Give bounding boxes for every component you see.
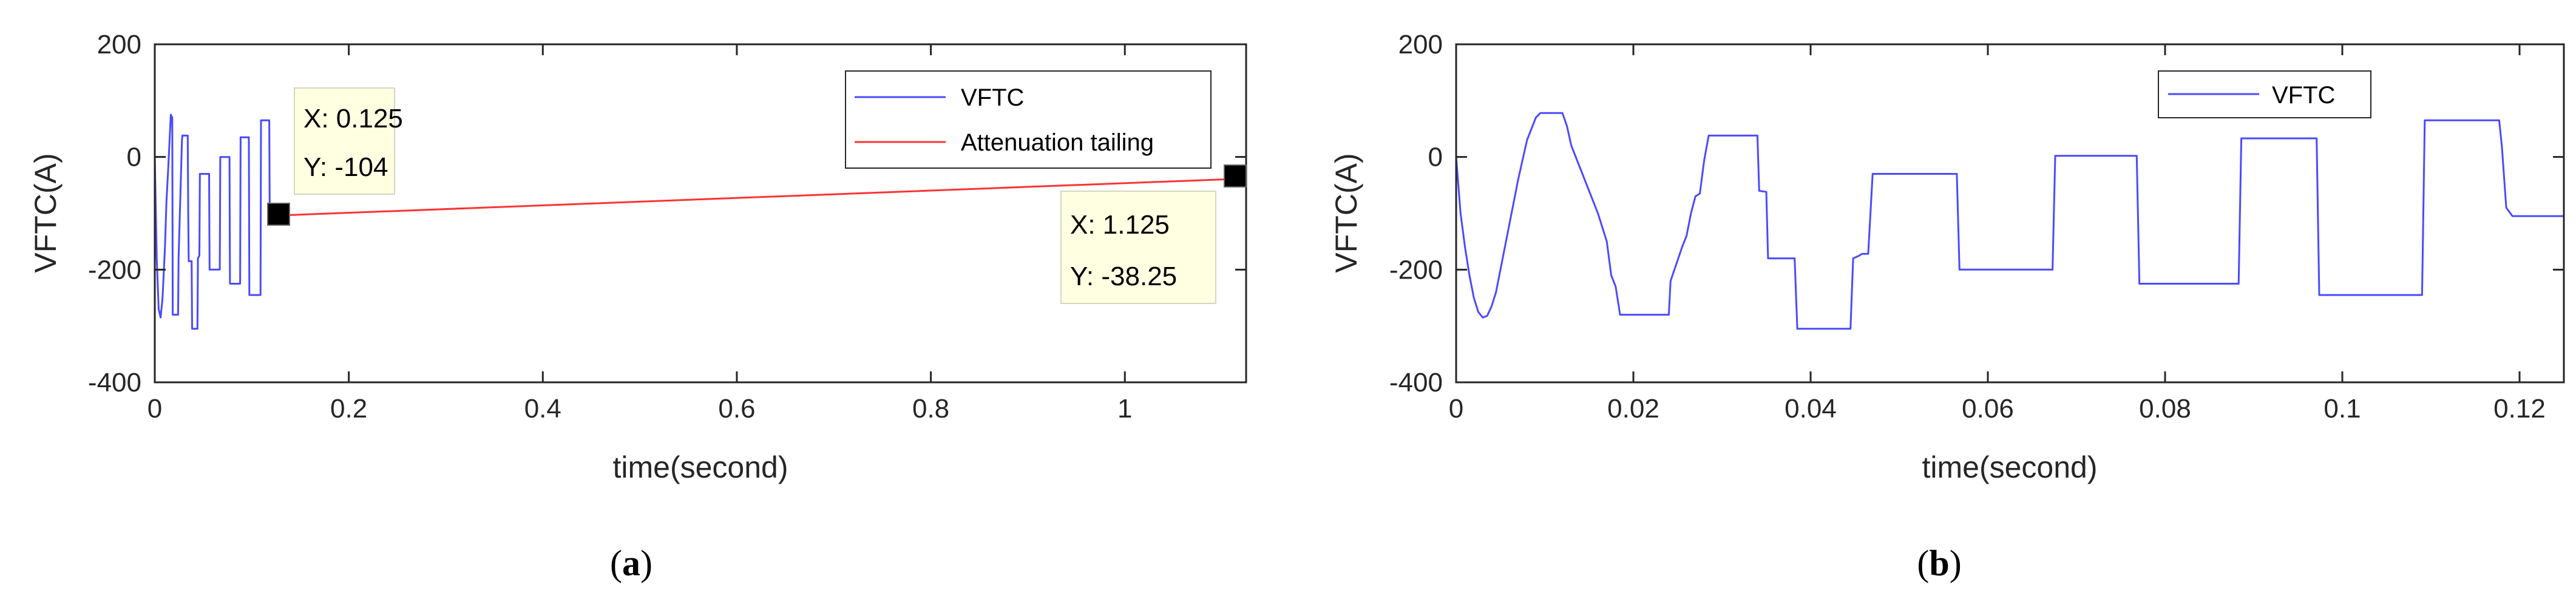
x-axis-label: time(second) (1922, 450, 2098, 484)
x-tick-label: 0 (1449, 394, 1463, 424)
series-line-vftc (154, 113, 276, 330)
plot-frame (154, 43, 1247, 384)
panel-label-letter: b (1929, 543, 1949, 583)
x-tick-label: 0.04 (1785, 394, 1837, 424)
axis-ticks: 0 0.2 0.4 0.6 0.8 1 200 0 -200 -400 (88, 30, 1246, 424)
plot-frame (1455, 43, 2565, 384)
x-tick-label: 0.4 (524, 394, 561, 424)
panel-label-close: ) (640, 543, 652, 583)
datatip-1: X: 0.125 Y: -104 (267, 87, 403, 226)
datatip-2: X: 1.125 Y: -38.25 (1060, 164, 1247, 304)
panel-label-a: (a) (610, 543, 652, 583)
y-tick-label: 200 (1398, 30, 1443, 59)
panel-label-close: ) (1950, 543, 1962, 583)
legend-box (845, 70, 1212, 169)
x-tick-label: 0.6 (718, 394, 755, 424)
x-tick-label: 0.2 (330, 394, 367, 424)
panel-label-open: ( (1917, 543, 1929, 583)
y-tick-label: -400 (1389, 368, 1443, 397)
datatip-x-text: X: 0.125 (303, 104, 403, 134)
datatip-box (294, 87, 395, 195)
panel-label-b: (b) (1917, 543, 1961, 583)
y-axis-label: VFTC(A) (1329, 153, 1363, 272)
x-axis-label: time(second) (613, 450, 788, 484)
axis-ticks: 0 0.02 0.04 0.06 0.08 0.1 0.12 200 0 -200 -400 (1389, 30, 2564, 424)
y-axis-label: VFTC(A) (29, 153, 63, 272)
y-tick-label: 0 (127, 143, 141, 172)
x-tick-label: 0.06 (1962, 394, 2014, 424)
y-tick-label: 200 (97, 30, 141, 59)
x-tick-label: 0.1 (2323, 394, 2361, 424)
series-layer (1455, 112, 2564, 330)
legend: VFTC Attenuation tailing (845, 70, 1212, 169)
datatips: X: 0.125 Y: -104 X: 1.125 Y: -38.25 (267, 87, 1247, 304)
y-tick-label: -400 (88, 368, 141, 397)
x-tick-label: 1 (1117, 394, 1132, 424)
series-line-vftc (1455, 112, 2564, 330)
x-tick-label: 0.02 (1607, 394, 1659, 424)
x-tick-label: 0.8 (912, 394, 949, 424)
datatip-box (1060, 191, 1216, 304)
datatip-x-text: X: 1.125 (1070, 210, 1170, 240)
legend-label-attenuation: Attenuation tailing (961, 129, 1154, 156)
datatip-y-text: Y: -38.25 (1070, 262, 1177, 291)
x-tick-label: 0.12 (2493, 394, 2546, 424)
x-tick-label: 0 (147, 394, 162, 424)
datatip-y-text: Y: -104 (303, 152, 388, 182)
datatip-marker (267, 203, 290, 226)
legend: VFTC (2158, 70, 2371, 118)
series-line-attenuation-tailing (276, 177, 1247, 217)
series-layer (154, 113, 1247, 330)
y-tick-label: -200 (88, 255, 141, 285)
datatip-marker (1224, 164, 1247, 188)
panel-label-letter: a (622, 543, 640, 583)
y-tick-label: -200 (1389, 255, 1443, 285)
chart-panel-b: 0 0.02 0.04 0.06 0.08 0.1 0.12 200 0 -200 -400 tim… (1329, 30, 2565, 583)
legend-label-vftc: VFTC (2272, 82, 2335, 109)
legend-label-vftc: VFTC (961, 84, 1024, 111)
x-tick-label: 0.08 (2139, 394, 2191, 424)
plot-background (1456, 44, 2564, 382)
y-tick-label: 0 (1428, 143, 1443, 172)
panel-label-open: ( (610, 543, 622, 583)
